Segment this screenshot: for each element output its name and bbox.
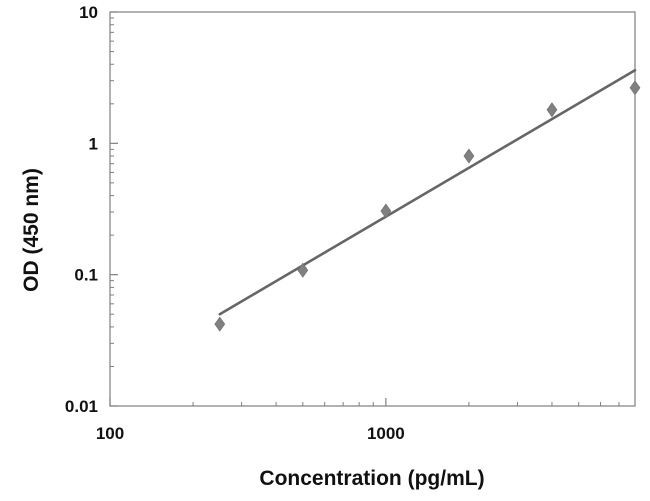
data-points xyxy=(214,80,641,332)
data-point xyxy=(463,148,475,164)
y-tick-label: 1 xyxy=(89,134,98,153)
plot-frame xyxy=(109,11,636,407)
x-major-ticks xyxy=(109,398,387,406)
y-tick-label: 10 xyxy=(79,3,98,22)
data-point xyxy=(546,102,558,118)
x-axis-title: Concentration (pg/mL) xyxy=(259,467,484,490)
plot-area xyxy=(109,11,641,407)
data-point xyxy=(629,80,641,96)
x-tick-label: 100 xyxy=(96,424,124,443)
y-tick-label: 0.1 xyxy=(74,266,98,285)
y-axis-title: OD (450 nm) xyxy=(20,168,43,292)
data-point xyxy=(214,316,226,332)
data-point xyxy=(297,262,309,278)
fit-line xyxy=(218,68,637,316)
fit-line-group xyxy=(218,68,637,316)
y-minor-ticks xyxy=(110,17,114,367)
y-major-ticks xyxy=(110,11,118,407)
x-minor-ticks xyxy=(192,402,620,406)
x-tick-label: 1000 xyxy=(367,424,405,443)
x-tick-labels: 100 1000 xyxy=(96,424,405,443)
data-point xyxy=(380,203,392,219)
y-tick-label: 0.01 xyxy=(65,397,98,416)
y-tick-labels: 0.01 0.1 1 10 xyxy=(65,3,98,416)
